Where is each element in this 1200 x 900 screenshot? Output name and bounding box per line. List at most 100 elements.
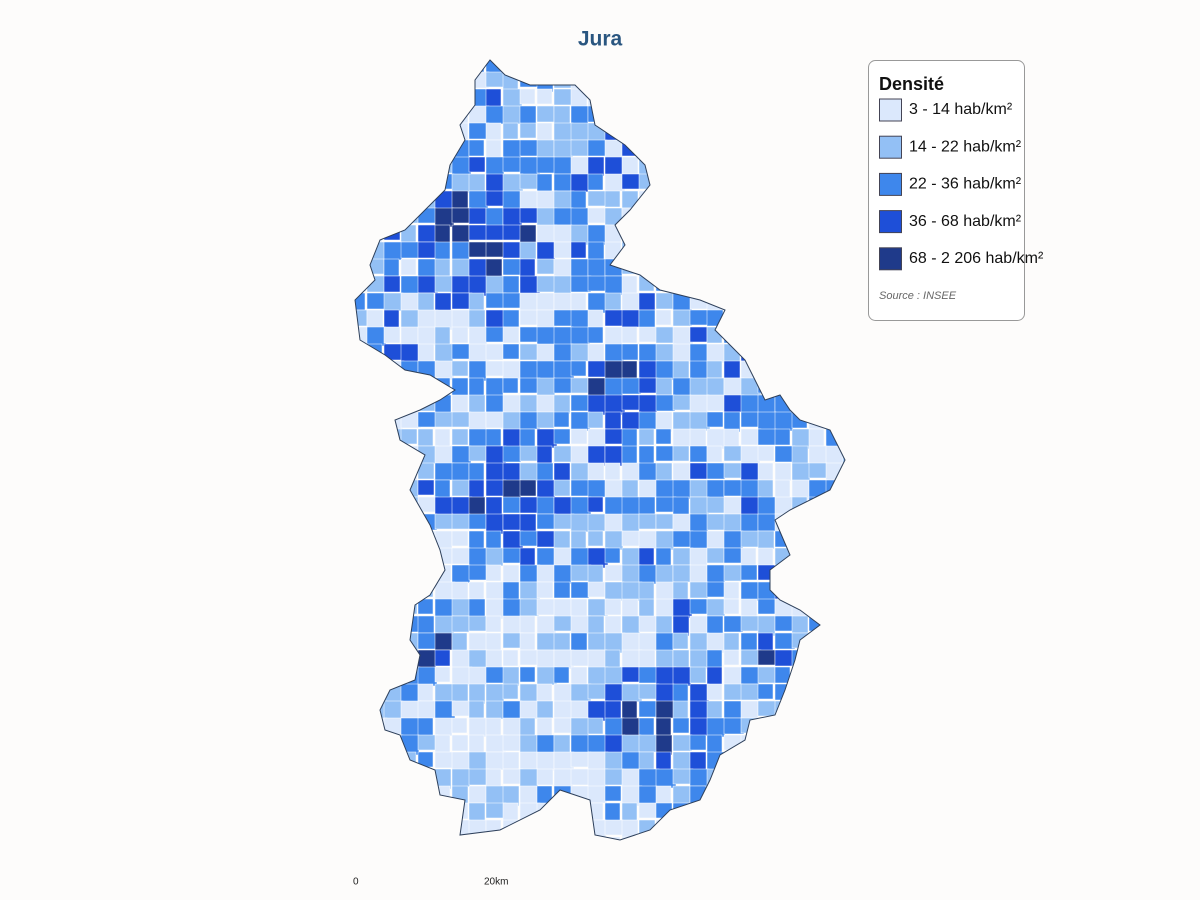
commune xyxy=(842,156,845,174)
commune xyxy=(655,632,674,653)
commune xyxy=(604,547,621,564)
commune xyxy=(519,496,540,514)
commune xyxy=(502,275,520,294)
commune xyxy=(723,819,745,839)
commune xyxy=(400,258,417,276)
commune xyxy=(621,428,638,449)
commune xyxy=(825,292,843,311)
commune xyxy=(808,207,825,226)
commune xyxy=(536,802,556,822)
commune xyxy=(842,479,845,498)
commune xyxy=(519,292,538,312)
commune xyxy=(638,598,655,618)
commune xyxy=(553,615,574,632)
commune xyxy=(723,122,745,144)
commune xyxy=(808,411,826,430)
commune xyxy=(842,224,845,245)
commune xyxy=(536,496,555,515)
commune xyxy=(757,581,777,602)
commune xyxy=(706,394,726,412)
commune xyxy=(723,139,740,158)
commune xyxy=(740,683,760,701)
commune xyxy=(604,768,625,786)
commune xyxy=(706,207,725,224)
commune xyxy=(400,479,419,498)
commune xyxy=(621,717,640,737)
commune xyxy=(757,207,774,228)
commune xyxy=(791,139,809,158)
commune xyxy=(774,173,791,193)
commune xyxy=(400,615,421,633)
commune xyxy=(434,207,455,228)
commune xyxy=(536,122,553,142)
commune xyxy=(417,615,435,634)
commune xyxy=(774,734,791,756)
commune xyxy=(366,683,388,701)
commune xyxy=(366,530,387,552)
commune xyxy=(570,343,591,362)
commune xyxy=(570,88,588,109)
commune xyxy=(757,649,776,666)
commune xyxy=(451,207,472,224)
commune xyxy=(706,190,724,210)
commune xyxy=(355,768,369,785)
commune xyxy=(638,836,660,840)
commune xyxy=(587,275,608,292)
commune xyxy=(400,105,419,122)
commune xyxy=(638,122,658,141)
commune xyxy=(383,785,403,802)
commune xyxy=(672,666,692,687)
commune xyxy=(451,751,471,771)
commune xyxy=(502,309,520,328)
commune xyxy=(808,547,828,564)
commune xyxy=(383,530,402,550)
commune xyxy=(417,122,434,139)
commune xyxy=(587,734,607,753)
commune xyxy=(689,836,710,840)
commune xyxy=(355,122,366,144)
commune xyxy=(366,836,386,840)
commune xyxy=(355,275,367,292)
commune xyxy=(366,156,388,174)
commune xyxy=(740,394,761,414)
commune xyxy=(638,394,658,414)
commune xyxy=(825,836,845,840)
commune xyxy=(723,309,742,326)
commune xyxy=(417,411,437,428)
commune xyxy=(383,819,402,836)
commune xyxy=(604,462,621,481)
commune xyxy=(383,122,404,143)
commune xyxy=(587,60,605,74)
commune xyxy=(502,479,522,500)
commune xyxy=(366,207,385,225)
commune xyxy=(536,836,558,840)
commune xyxy=(791,394,813,415)
commune xyxy=(638,819,656,838)
commune xyxy=(757,836,777,840)
commune xyxy=(355,190,368,210)
commune xyxy=(638,496,656,515)
commune xyxy=(604,139,624,159)
commune xyxy=(621,224,638,244)
commune xyxy=(485,360,505,377)
commune xyxy=(825,768,842,786)
commune xyxy=(434,105,456,126)
commune xyxy=(502,156,523,173)
commune xyxy=(366,564,386,586)
commune xyxy=(621,326,638,344)
commune xyxy=(519,785,540,805)
commune xyxy=(417,666,438,687)
commune xyxy=(672,173,689,193)
commune xyxy=(825,105,842,126)
commune xyxy=(485,241,506,258)
commune xyxy=(791,326,808,347)
commune xyxy=(825,785,845,806)
commune xyxy=(468,190,489,211)
commune xyxy=(587,564,604,584)
commune xyxy=(672,649,690,670)
commune xyxy=(689,734,707,751)
commune xyxy=(621,445,638,466)
commune xyxy=(808,258,827,279)
commune xyxy=(808,139,828,159)
